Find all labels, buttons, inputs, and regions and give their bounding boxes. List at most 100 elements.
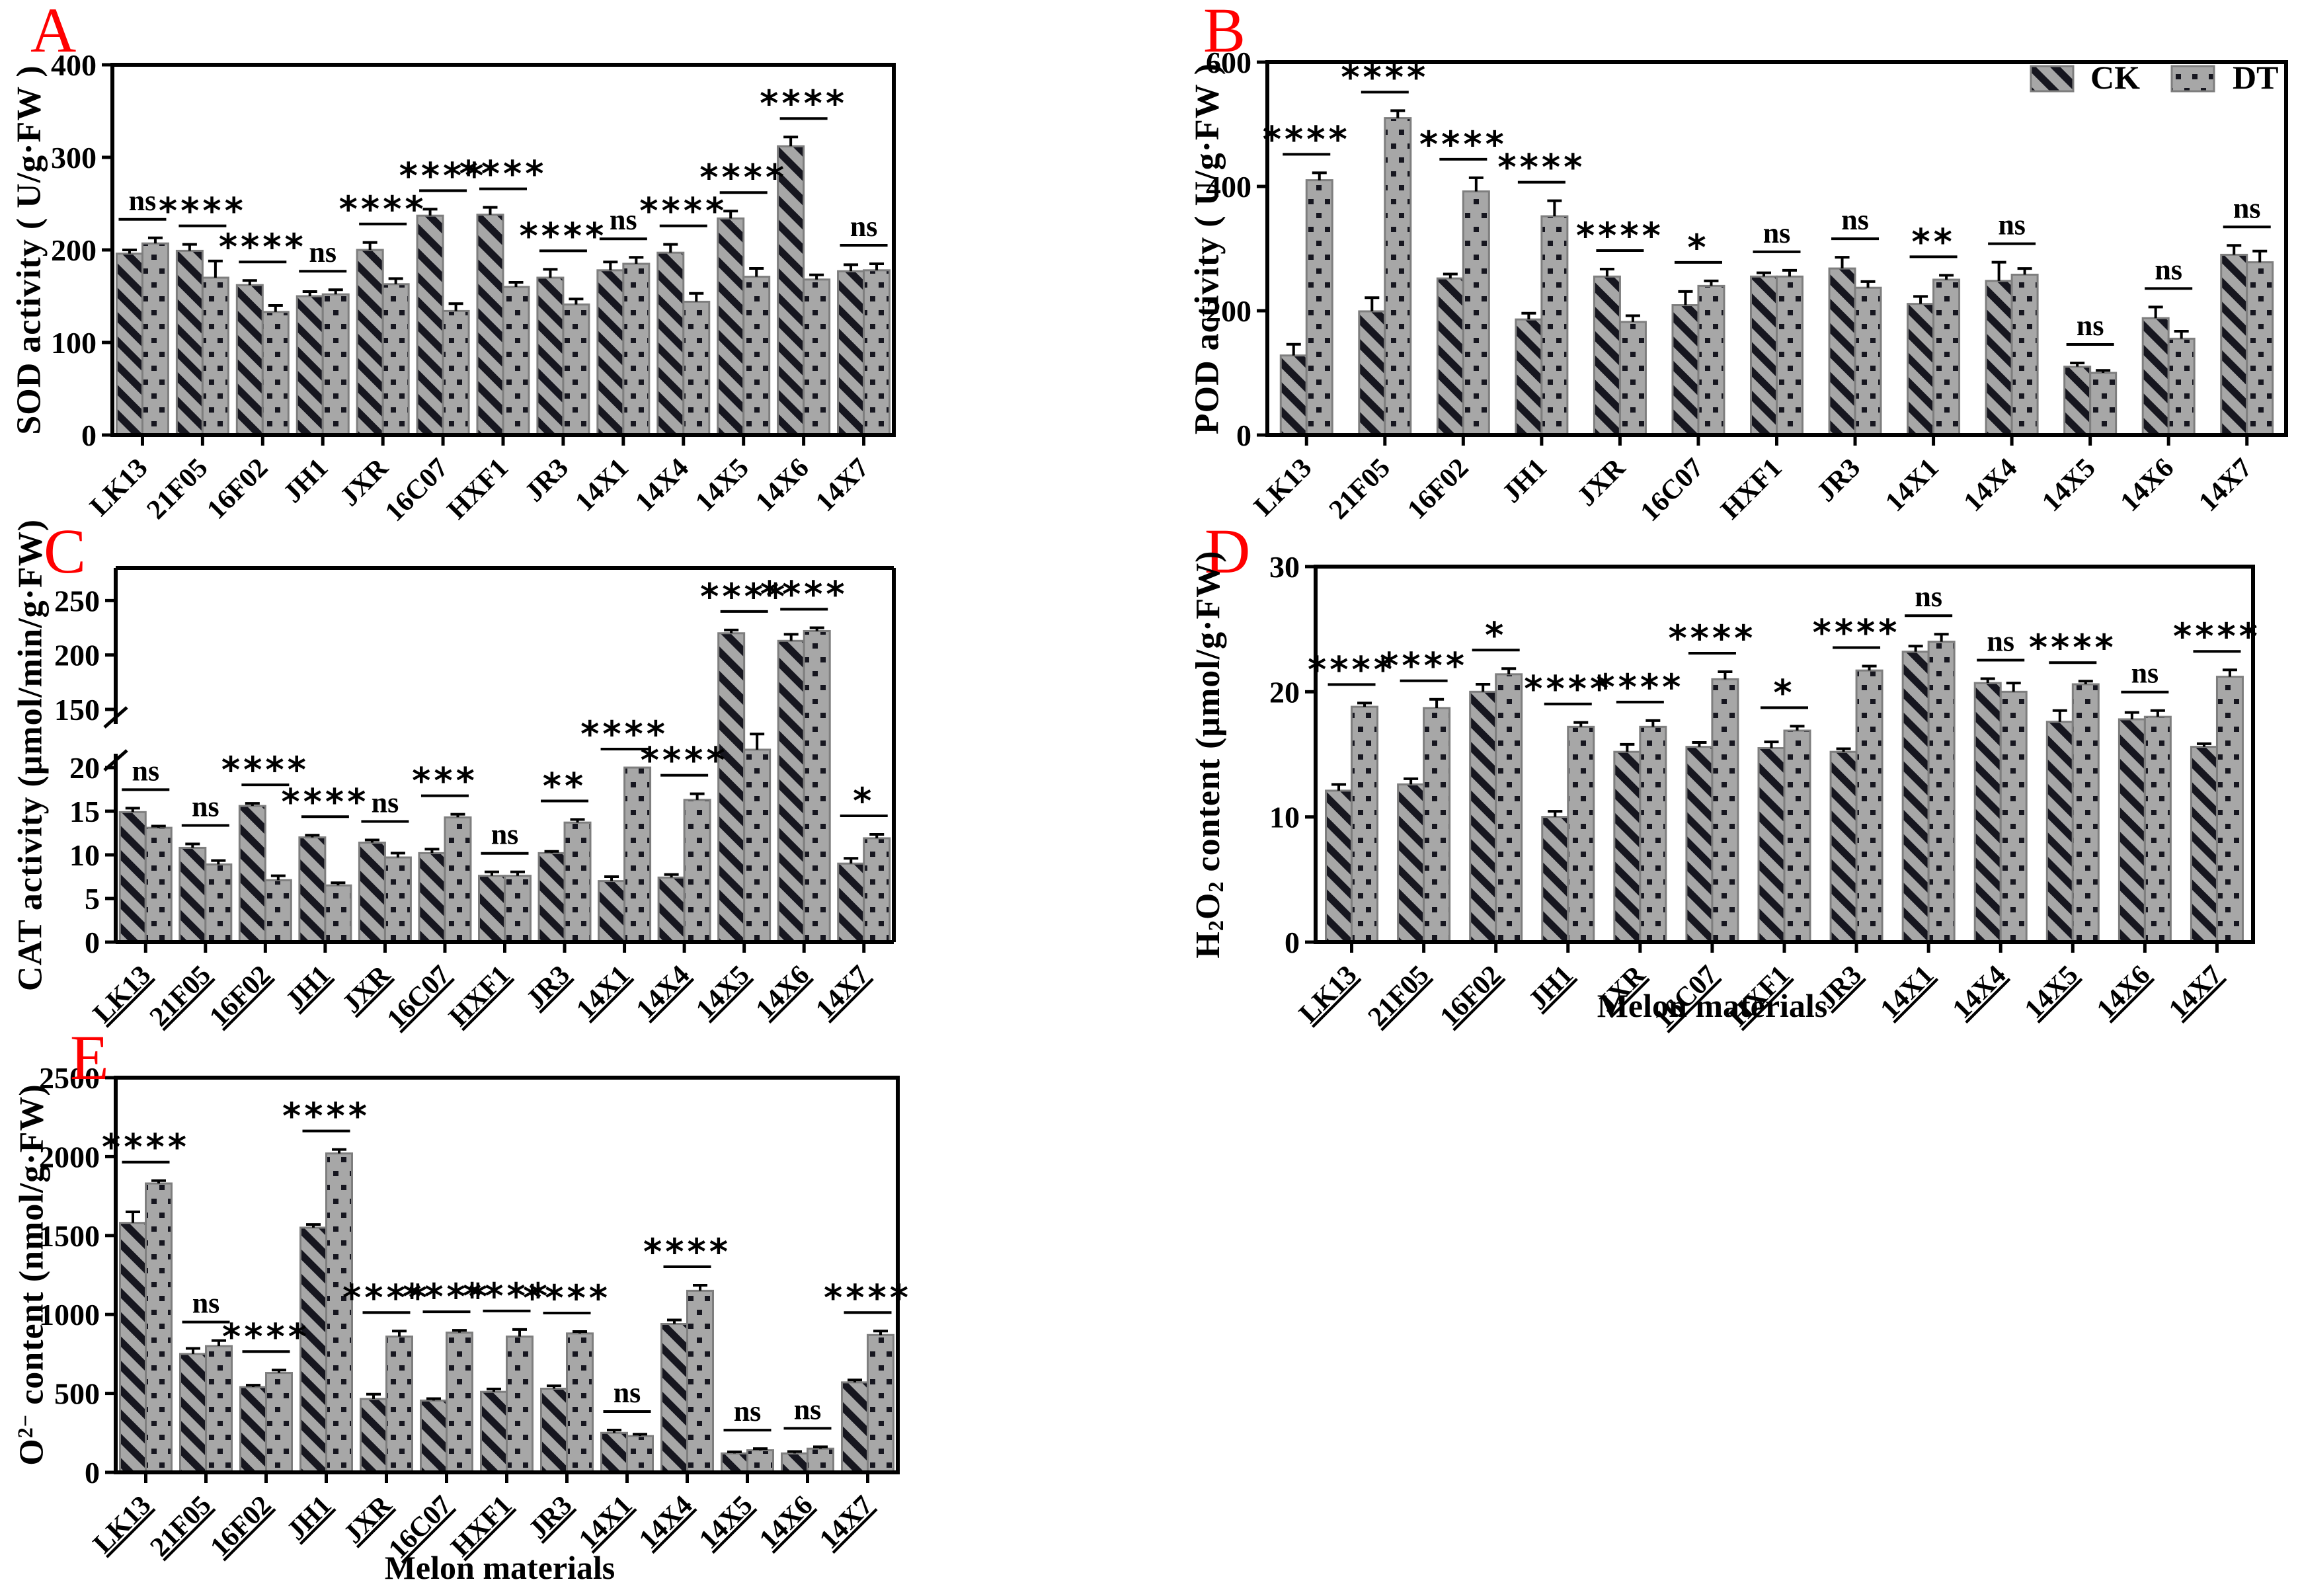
- sig-label-LK13: ****: [1308, 649, 1396, 690]
- y-tick-label-100: 100: [51, 326, 97, 360]
- bar-dt-LK13: [1305, 179, 1333, 436]
- y-tick-label-0: 0: [85, 926, 100, 959]
- bar-ck-14X4: [660, 1323, 688, 1474]
- bar-dt-14X1: [626, 1435, 654, 1474]
- sig-label-14X7: ****: [2173, 616, 2261, 657]
- sig-label-JXR: ****: [1596, 666, 1684, 708]
- bar-dt-16F02: [1462, 190, 1490, 436]
- bar-dt-JR3: [566, 1332, 594, 1474]
- sig-label-14X5: ****: [699, 157, 787, 198]
- y-axis-title-segment: 2: [1203, 920, 1228, 932]
- y-axis-title-segment: 2: [1203, 881, 1228, 893]
- panel-letter-e: E: [70, 1022, 109, 1093]
- bar-dt-14X4: [686, 1289, 714, 1474]
- panel-letter-c: C: [44, 516, 87, 586]
- error-bars-layer: [125, 626, 885, 886]
- legend-label-ck: CK: [2090, 59, 2140, 96]
- bar-dt-14X6: [2167, 337, 2196, 436]
- sig-label-JR3: ns: [1841, 204, 1869, 236]
- bar-ck-16C07: [418, 852, 446, 943]
- bar-dt-JR3: [1854, 286, 1882, 436]
- y-axis-title-segment: O: [13, 1438, 51, 1466]
- sig-label-14X1: ns: [1915, 580, 1942, 613]
- bar-ck-14X4: [1985, 280, 2013, 436]
- sig-label-16F02: ****: [222, 1316, 310, 1357]
- y-axis-title-segment: 2−: [13, 1414, 37, 1439]
- sig-label-16F02: *: [1485, 614, 1507, 656]
- bar-dt-14X5: [2071, 683, 2100, 943]
- sig-label-JH1: ns: [309, 236, 337, 268]
- y-axis-title-segment: CAT activity (μmol/min/g·FW): [11, 518, 50, 992]
- y-axis-title-pod: POD activity ( U/g·FW ): [1188, 63, 1227, 434]
- sig-label-JR3: **: [543, 766, 586, 807]
- x-tick-label-LK13: LK13: [87, 1490, 157, 1560]
- sig-label-16C07: ****: [403, 1276, 491, 1318]
- bar-dt-16F02: [261, 311, 290, 436]
- bar-dt-14X4: [1999, 690, 2028, 943]
- panel-letter-a: A: [30, 0, 77, 65]
- y-tick-label-150: 150: [54, 693, 100, 727]
- sig-label-HXF1: *: [1773, 672, 1795, 713]
- y-tick-label-500: 500: [54, 1377, 100, 1411]
- y-tick-label-0: 0: [1236, 419, 1251, 452]
- y-tick-label-0: 0: [85, 1456, 100, 1490]
- y-tick-label-30: 30: [1269, 550, 1300, 584]
- sig-label-LK13: ns: [132, 754, 159, 787]
- bar-dt-21F05: [201, 276, 229, 436]
- sig-label-21F05: ns: [192, 1287, 220, 1320]
- bar-dt-LK13: [144, 826, 173, 943]
- bar-ck-14X1: [598, 880, 626, 943]
- legend-label-dt: DT: [2233, 59, 2279, 96]
- y-axis-title-segment: content (nmol/g·FW): [13, 1084, 51, 1414]
- sig-label-14X7: ns: [2233, 192, 2261, 224]
- y-tick-label-250: 250: [54, 584, 100, 618]
- sig-label-HXF1: ns: [1763, 217, 1791, 249]
- y-tick-label-200: 200: [51, 233, 97, 267]
- sig-label-14X4: ****: [643, 1231, 731, 1273]
- plot-frame: [114, 1076, 900, 1474]
- sig-label-14X5: ****: [700, 576, 788, 618]
- sig-label-JR3: ****: [523, 1277, 611, 1319]
- bar-ck-16F02: [1436, 277, 1464, 436]
- sig-label-HXF1: ns: [491, 818, 519, 851]
- sig-label-JH1: ****: [282, 1096, 370, 1137]
- y-tick-label-400: 400: [51, 48, 97, 82]
- x-axis-title-melon-materials-e: Melon materials: [384, 1549, 615, 1586]
- bar-ck-JR3: [540, 1387, 568, 1474]
- sig-label-14X5: ns: [734, 1395, 762, 1427]
- sig-label-16F02: ****: [221, 749, 309, 791]
- sig-label-14X6: ns: [2131, 657, 2159, 690]
- bar-ck-LK13: [119, 1222, 147, 1474]
- plot-frame: [103, 566, 896, 944]
- bar-ck-14X5: [721, 1452, 748, 1474]
- bar-dt-16F02: [1495, 673, 1523, 943]
- y-tick-label-2500: 2500: [39, 1061, 100, 1095]
- x-tick-label-JH1: JH1: [281, 1490, 337, 1546]
- sig-label-HXF1: ****: [459, 153, 547, 195]
- sig-label-14X5: ****: [2029, 627, 2117, 668]
- y-tick-label-0: 0: [1285, 926, 1300, 959]
- bar-dt-16F02: [265, 1372, 293, 1474]
- error-bars-layer: [122, 136, 885, 312]
- bar-dt-14X6: [803, 278, 831, 436]
- bar-dt-JXR: [385, 1336, 413, 1474]
- sig-label-HXF1: ****: [463, 1275, 551, 1317]
- y-axis-title-segment: O: [1189, 892, 1228, 920]
- sig-label-JXR: ****: [339, 188, 427, 230]
- sig-label-LK13: ns: [129, 184, 157, 217]
- y-tick-label-600: 600: [1206, 46, 1251, 79]
- x-tick-label-JR3: JR3: [523, 1490, 578, 1546]
- bar-ck-HXF1: [480, 1390, 508, 1474]
- sig-label-21F05: ****: [1380, 645, 1468, 687]
- sig-label-14X1: **: [1911, 221, 1955, 262]
- x-axis-title-melon-materials-d: Melon materials: [1597, 987, 1828, 1024]
- sig-label-21F05: ns: [192, 791, 219, 823]
- error-bars-layer: [126, 1148, 888, 1454]
- panel-letter-b: B: [1203, 0, 1246, 65]
- sig-label-14X5: ns: [2077, 309, 2104, 342]
- y-axis-title-segment: content (μmol/g·FW): [1189, 550, 1228, 881]
- bar-dt-21F05: [205, 1345, 233, 1474]
